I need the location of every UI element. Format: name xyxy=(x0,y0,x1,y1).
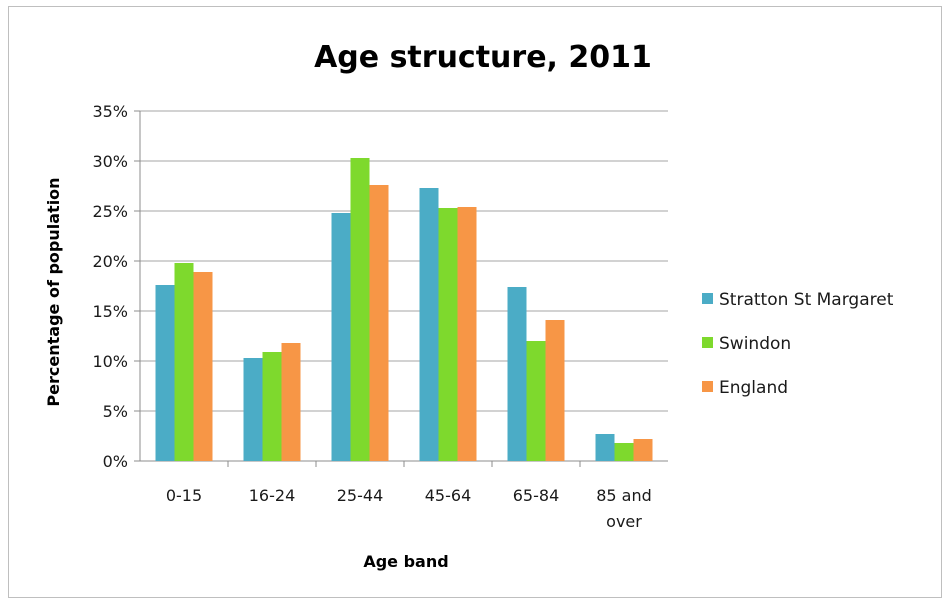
x-tick-label: 85 and xyxy=(596,486,652,505)
bar-swindon xyxy=(438,208,458,461)
y-tick-label: 35% xyxy=(92,102,128,121)
bar-stratton-st-margaret xyxy=(243,358,263,461)
chart-title: Age structure, 2011 xyxy=(314,40,652,75)
legend-swatch xyxy=(702,381,713,392)
bar-swindon xyxy=(262,352,282,461)
legend: Stratton St Margaret Swindon England xyxy=(702,290,894,398)
bar-chart: Age structure, 2011 0% 5% 10% 15% 20% 25% 30% 3… xyxy=(44,40,894,571)
bar-swindon xyxy=(350,158,370,461)
bar-stratton-st-margaret xyxy=(595,434,615,461)
x-tick-label: 45-64 xyxy=(425,486,472,505)
bar-swindon xyxy=(614,443,634,461)
y-tick-label: 20% xyxy=(92,252,128,271)
y-axis-title: Percentage of population xyxy=(44,177,63,406)
bar-stratton-st-margaret xyxy=(419,188,439,461)
x-tick-label: 0-15 xyxy=(166,486,202,505)
y-axis-ticks: 0% 5% 10% 15% 20% 25% 30% 35% xyxy=(92,102,128,471)
bar-stratton-st-margaret xyxy=(155,285,175,461)
gridlines xyxy=(134,110,668,467)
legend-label: England xyxy=(719,378,788,398)
bar-england xyxy=(545,320,565,461)
legend-label: Swindon xyxy=(719,334,791,354)
bars xyxy=(155,158,653,461)
bar-swindon xyxy=(526,341,546,461)
bar-england xyxy=(193,272,213,461)
bar-england xyxy=(281,343,301,461)
legend-swatch xyxy=(702,293,713,304)
y-tick-label: 10% xyxy=(92,352,128,371)
legend-swatch xyxy=(702,337,713,348)
x-tick-label: 16-24 xyxy=(249,486,296,505)
y-tick-label: 0% xyxy=(103,452,128,471)
bar-swindon xyxy=(174,263,194,461)
x-tick-label: 65-84 xyxy=(513,486,560,505)
bar-england xyxy=(633,439,653,461)
x-axis-ticks: 0-15 16-24 25-44 45-64 65-84 85 and over xyxy=(166,486,652,531)
chart-frame: Age structure, 2011 0% 5% 10% 15% 20% 25% 30% 3… xyxy=(8,6,942,598)
y-tick-label: 25% xyxy=(92,202,128,221)
bar-stratton-st-margaret xyxy=(331,213,351,461)
x-tick-label: over xyxy=(606,512,642,531)
y-tick-label: 15% xyxy=(92,302,128,321)
y-tick-label: 30% xyxy=(92,152,128,171)
y-tick-label: 5% xyxy=(103,402,128,421)
x-axis-title: Age band xyxy=(363,552,448,571)
bar-england xyxy=(369,185,389,461)
legend-label: Stratton St Margaret xyxy=(719,290,894,310)
bar-england xyxy=(457,207,477,461)
x-tick-label: 25-44 xyxy=(337,486,384,505)
bar-stratton-st-margaret xyxy=(507,287,527,461)
